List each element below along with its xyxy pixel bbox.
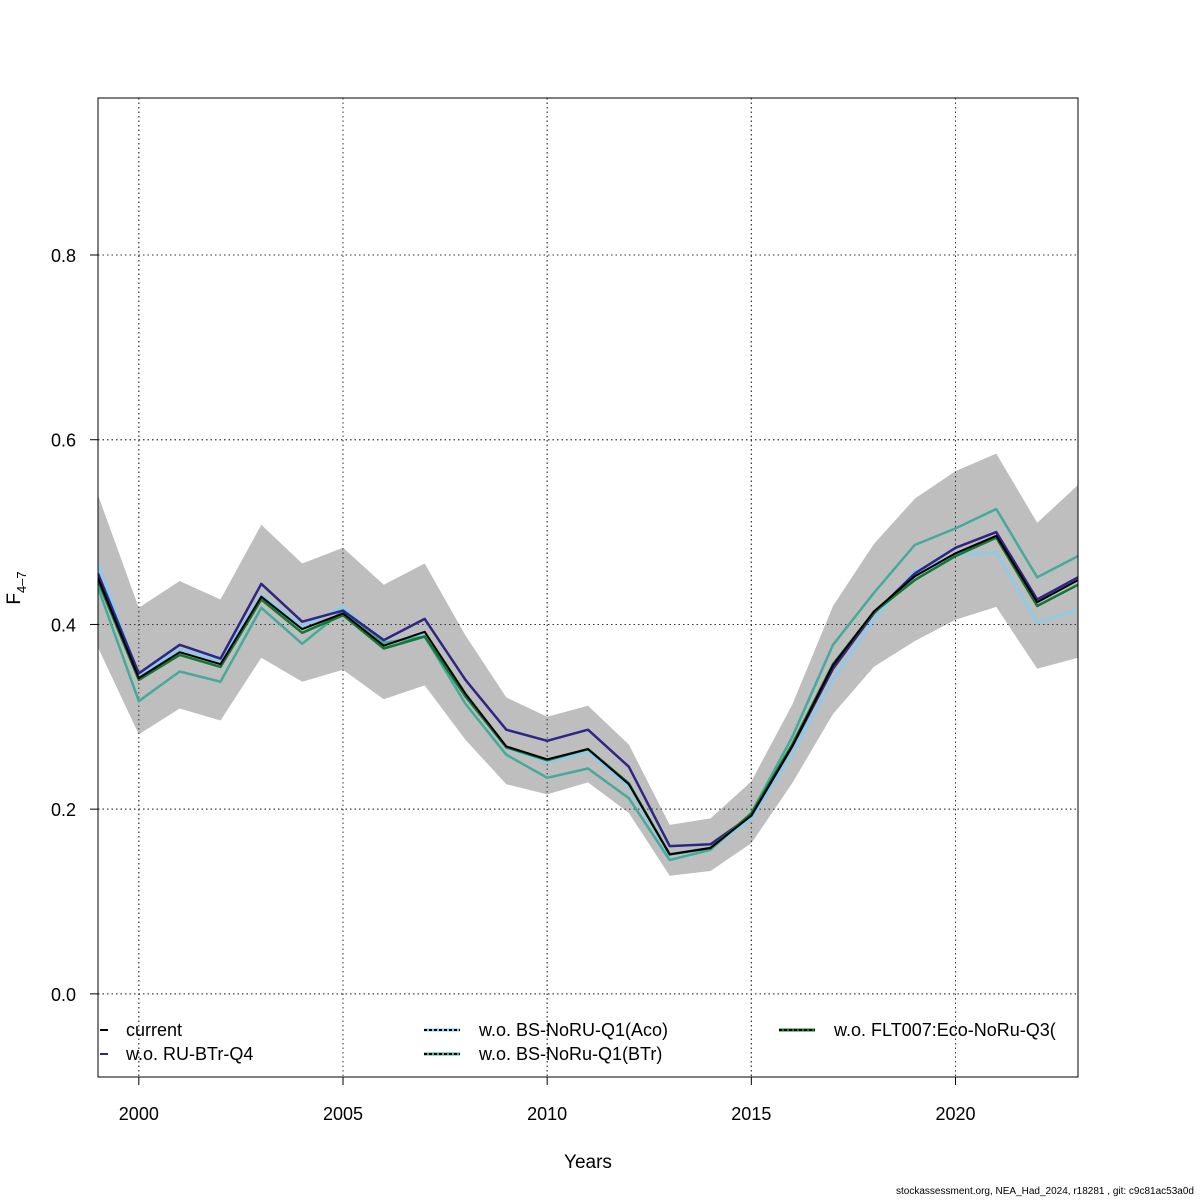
x-tick-label-2010: 2010 <box>527 1104 567 1124</box>
y-tick-label-2: 0.4 <box>51 615 76 635</box>
series-line-2 <box>98 551 1078 857</box>
confidence-band-area <box>98 453 1078 876</box>
grid-lines-over <box>98 98 1078 1077</box>
x-axis: 2000 2005 2010 2015 2020 <box>119 1077 976 1124</box>
legend-item-2: w.o. BS-NoRU-Q1(Aco) <box>424 1020 668 1040</box>
series-lines <box>98 507 1078 862</box>
legend-label-0: current <box>126 1020 182 1040</box>
y-tick-label-4: 0.8 <box>51 246 76 266</box>
svg-text:F4–7: F4–7 <box>4 571 29 604</box>
y-tick-label-3: 0.6 <box>51 431 76 451</box>
y-tick-label-0: 0.0 <box>51 985 76 1005</box>
x-tick-label-2005: 2005 <box>323 1104 363 1124</box>
series-line-3 <box>98 507 1078 862</box>
y-axis-title-main: F <box>4 593 25 605</box>
series-line-1 <box>98 530 1078 848</box>
legend-item-0: current <box>100 1020 182 1040</box>
x-axis-title: Years <box>564 1152 612 1173</box>
legend: current w.o. RU-BTr-Q4 w.o. BS-NoRU-Q1(Aco… <box>100 1020 1056 1064</box>
legend-item-1: w.o. RU-BTr-Q4 <box>100 1044 253 1064</box>
x-tick-label-2015: 2015 <box>731 1104 771 1124</box>
legend-label-2: w.o. BS-NoRU-Q1(Aco) <box>478 1020 668 1040</box>
legend-label-3: w.o. BS-NoRu-Q1(BTr) <box>478 1044 662 1064</box>
series-line-current-dotted <box>98 534 1078 856</box>
x-tick-label-2000: 2000 <box>119 1104 159 1124</box>
plot-frame <box>97 97 1079 1078</box>
y-axis: 0.0 0.2 0.4 0.6 0.8 <box>51 246 98 1005</box>
legend-label-1: w.o. RU-BTr-Q4 <box>125 1044 253 1064</box>
y-axis-title: F4–7 <box>4 571 29 604</box>
confidence-band <box>98 453 1078 876</box>
legend-item-4: w.o. FLT007:Eco-NoRu-Q3( <box>779 1020 1056 1040</box>
y-axis-title-sub: 4–7 <box>14 571 29 593</box>
footer-credit: stockassessment.org, NEA_Had_2024, r1828… <box>896 1186 1194 1197</box>
y-tick-label-1: 0.2 <box>51 800 76 820</box>
legend-item-3: w.o. BS-NoRu-Q1(BTr) <box>424 1044 662 1064</box>
legend-label-4: w.o. FLT007:Eco-NoRu-Q3( <box>833 1020 1056 1040</box>
x-tick-label-2020: 2020 <box>935 1104 975 1124</box>
